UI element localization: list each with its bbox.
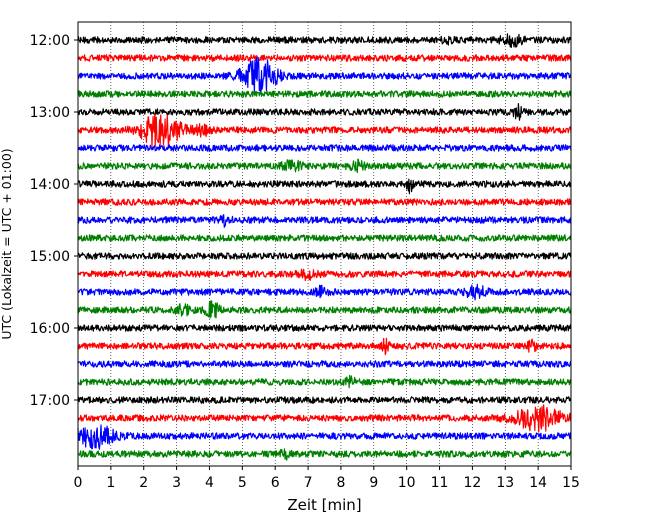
trace-1545 [77,300,572,319]
trace-1600 [77,324,572,332]
trace-1300 [77,103,572,121]
trace-1730 [77,424,572,450]
x-tick-label: 2 [139,475,148,491]
trace-1430 [77,214,572,228]
trace-1515 [77,268,572,282]
trace-1745 [77,448,572,461]
y-tick-label: 12:00 [30,33,70,49]
y-axis: 12:00 13:00 14:00 15:00 16:00 17:00 [30,33,78,409]
x-tick-label: 10 [398,475,416,491]
x-tick-label: 4 [205,475,214,491]
y-tick-label: 14:00 [30,177,70,193]
trace-1315 [77,113,572,148]
trace-1645 [77,374,572,389]
y-tick-label: 13:00 [30,105,70,121]
x-tick-label: 7 [304,475,313,491]
y-tick-label: 16:00 [30,321,70,337]
trace-1230 [77,56,572,95]
trace-1700 [77,396,572,404]
x-tick-label: 15 [562,475,580,491]
x-tick-label: 5 [238,475,247,491]
trace-1630 [77,360,572,368]
trace-1200 [77,33,572,48]
x-axis-label: Zeit [min] [287,496,361,514]
x-tick-label: 12 [463,475,481,491]
seismogram-traces [77,33,572,461]
trace-1715 [77,404,572,433]
x-tick-label: 8 [336,475,345,491]
x-tick-label: 1 [106,475,115,491]
trace-1445 [77,234,572,242]
trace-1615 [77,337,572,356]
trace-1215 [77,54,572,62]
vertical-grid [110,22,539,466]
trace-1330 [77,144,572,152]
trace-1415 [77,198,572,206]
trace-1530 [77,283,572,301]
x-tick-label: 13 [496,475,514,491]
trace-1400 [77,178,572,195]
trace-1245 [77,90,572,98]
x-tick-label: 3 [172,475,181,491]
x-tick-label: 6 [271,475,280,491]
trace-1345 [77,158,572,174]
x-axis: 0 1 2 3 4 5 6 7 8 9 10 11 12 13 14 15 [74,466,580,491]
trace-1500 [77,252,572,260]
x-tick-label: 14 [529,475,547,491]
x-tick-label: 9 [369,475,378,491]
x-tick-label: 11 [431,475,449,491]
y-axis-label: UTC (Lokalzeit = UTC + 01:00) [0,148,14,339]
y-tick-label: 17:00 [30,393,70,409]
plot-frame [77,21,572,467]
x-tick-label: 0 [74,475,83,491]
y-tick-label: 15:00 [30,249,70,265]
